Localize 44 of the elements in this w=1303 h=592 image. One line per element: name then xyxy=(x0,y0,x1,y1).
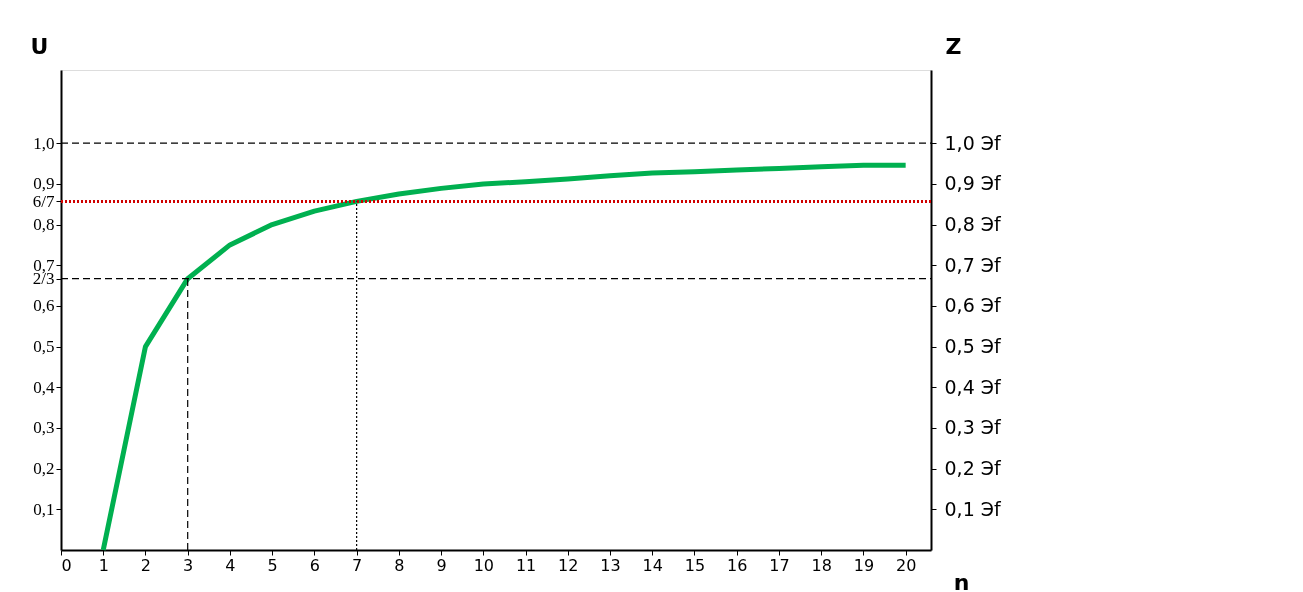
y2-tick-label: 0,2 Эf xyxy=(944,457,1003,480)
x-tick-label: 11 xyxy=(515,555,537,575)
x-tick-label: 18 xyxy=(811,555,832,575)
y2-tick-label: 0,1 Эf xyxy=(944,497,1003,520)
y-tick-label: 0,5 xyxy=(33,337,55,357)
y-tick-label: 0,6 xyxy=(33,296,55,316)
y2-tick-label: 0,4 Эf xyxy=(944,375,1003,398)
y2-tick-label: 0,6 Эf xyxy=(944,294,1003,317)
x-tick-label: 8 xyxy=(394,555,405,575)
x-tick-label: 20 xyxy=(895,555,917,575)
y2-tick-label: 0,3 Эf xyxy=(944,416,1003,439)
y-tick-label: 0,9 xyxy=(33,174,55,194)
x-tick-label: 6 xyxy=(309,555,320,575)
x-tick-label: 14 xyxy=(642,555,663,575)
y-tick-label: 0,4 xyxy=(33,377,55,397)
x-tick-label: 15 xyxy=(684,555,706,575)
x-tick-label: 5 xyxy=(267,555,278,575)
x-tick-label: 0 xyxy=(61,555,72,575)
y2-tick-label: 1,0 Эf xyxy=(944,131,1003,154)
y2-tick-label: 0,9 Эf xyxy=(944,172,1003,195)
x-axis-title: n xyxy=(953,569,970,592)
y2-axis-title: Z xyxy=(945,33,962,59)
y2-tick-label: 0,7 Эf xyxy=(944,253,1003,276)
y2-tick-label: 0,8 Эf xyxy=(944,213,1003,236)
x-tick-label: 4 xyxy=(225,555,236,575)
y-tick-label: 1,0 xyxy=(33,133,55,153)
y-axis-title: U xyxy=(30,33,49,59)
x-tick-label: 12 xyxy=(558,555,579,575)
x-tick-label: 9 xyxy=(436,555,447,575)
x-tick-label: 19 xyxy=(853,555,875,575)
y-tick-label: 0,8 xyxy=(33,215,55,235)
x-tick-label: 10 xyxy=(473,555,495,575)
x-tick-label: 17 xyxy=(769,555,790,575)
x-tick-label: 16 xyxy=(727,555,748,575)
y-tick-label: 0,2 xyxy=(33,459,55,479)
y-tick-label: 6/7 xyxy=(32,191,55,211)
x-tick-label: 1 xyxy=(98,555,109,575)
y-tick-label: 0,1 xyxy=(33,499,55,519)
y2-tick-label: 0,5 Эf xyxy=(944,335,1003,358)
y-tick-label: 0,3 xyxy=(33,418,55,438)
x-tick-label: 2 xyxy=(140,555,152,575)
x-tick-label: 7 xyxy=(352,555,363,575)
x-tick-label: 3 xyxy=(183,555,194,575)
x-tick-label: 13 xyxy=(600,555,621,575)
